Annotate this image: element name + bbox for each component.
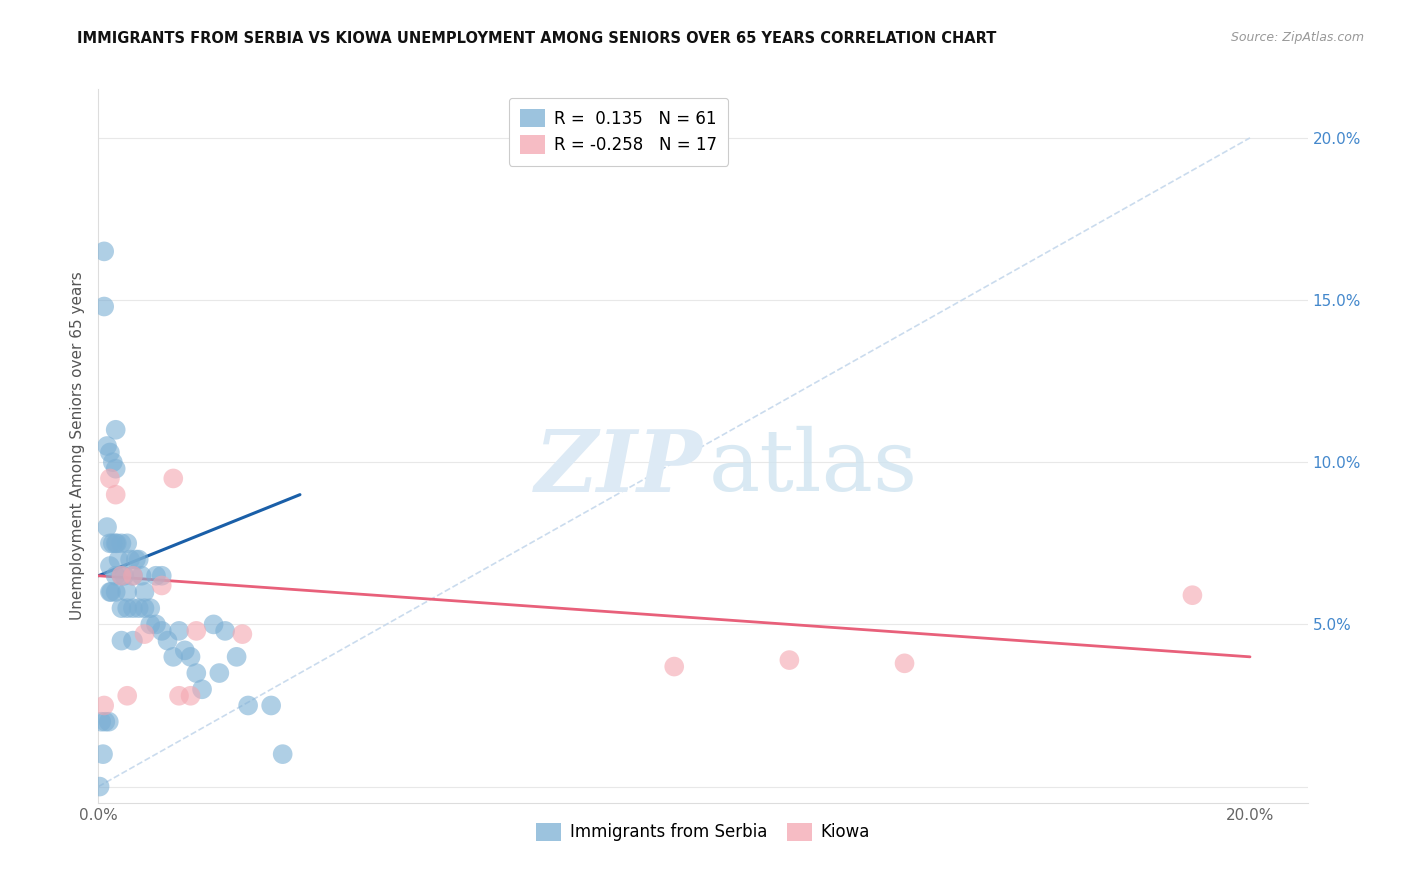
Point (202, 617, 225, 632)
Point (167, 689, 190, 703)
Point (150, 578, 173, 592)
Point (180, 649, 202, 664)
Point (150, 624, 173, 638)
Point (104, 423, 127, 437)
Point (120, 552, 142, 566)
Point (231, 627, 253, 641)
Point (115, 689, 138, 703)
Point (90, 714, 112, 729)
Point (214, 624, 236, 638)
Point (97, 714, 120, 729)
Point (139, 617, 162, 632)
Point (94, 714, 117, 729)
Point (139, 601, 162, 615)
Point (145, 617, 167, 632)
Point (180, 689, 202, 703)
Point (93, 698, 115, 713)
Point (112, 568, 135, 582)
Point (101, 536, 124, 550)
Point (115, 585, 138, 599)
Point (134, 627, 156, 641)
Point (93, 244, 115, 259)
Text: Source: ZipAtlas.com: Source: ZipAtlas.com (1230, 31, 1364, 45)
Legend: Immigrants from Serbia, Kiowa: Immigrants from Serbia, Kiowa (530, 816, 876, 848)
Point (122, 568, 145, 582)
Point (186, 624, 208, 638)
Point (104, 461, 127, 475)
Point (110, 568, 132, 582)
Point (107, 552, 129, 566)
Text: atlas: atlas (709, 425, 918, 509)
Point (96, 520, 118, 534)
Point (260, 698, 283, 713)
Point (91, 747, 114, 761)
Point (105, 536, 128, 550)
Point (131, 568, 153, 582)
Point (271, 747, 294, 761)
Point (104, 585, 127, 599)
Point (893, 657, 915, 671)
Point (225, 649, 247, 664)
Point (115, 601, 138, 615)
Y-axis label: Unemployment Among Seniors over 65 years: Unemployment Among Seniors over 65 years (70, 272, 86, 620)
Point (98, 445, 121, 459)
Point (89, 780, 111, 794)
Point (110, 536, 132, 550)
Point (162, 471, 184, 485)
Point (122, 601, 145, 615)
Point (236, 698, 259, 713)
Point (100, 585, 122, 599)
Point (104, 568, 127, 582)
Point (98, 559, 121, 574)
Point (150, 568, 173, 582)
Point (98, 536, 121, 550)
Point (134, 601, 156, 615)
Point (104, 488, 127, 502)
Point (156, 633, 179, 648)
Point (122, 568, 145, 582)
Text: IMMIGRANTS FROM SERBIA VS KIOWA UNEMPLOYMENT AMONG SENIORS OVER 65 YEARS CORRELA: IMMIGRANTS FROM SERBIA VS KIOWA UNEMPLOY… (77, 31, 997, 46)
Point (128, 552, 150, 566)
Point (110, 568, 132, 582)
Point (664, 659, 686, 673)
Point (162, 649, 184, 664)
Point (98, 471, 121, 485)
Point (125, 552, 148, 566)
Point (186, 666, 208, 681)
Text: ZIP: ZIP (536, 425, 703, 509)
Point (173, 643, 195, 657)
Point (778, 653, 800, 667)
Point (101, 455, 124, 469)
Point (128, 601, 150, 615)
Point (110, 633, 132, 648)
Point (1181, 588, 1204, 602)
Point (104, 536, 127, 550)
Point (110, 601, 132, 615)
Point (145, 568, 167, 582)
Point (115, 536, 138, 550)
Point (208, 666, 231, 681)
Point (96, 439, 118, 453)
Point (134, 585, 156, 599)
Point (98, 585, 121, 599)
Point (191, 682, 214, 697)
Point (93, 300, 115, 314)
Point (122, 633, 145, 648)
Point (167, 624, 190, 638)
